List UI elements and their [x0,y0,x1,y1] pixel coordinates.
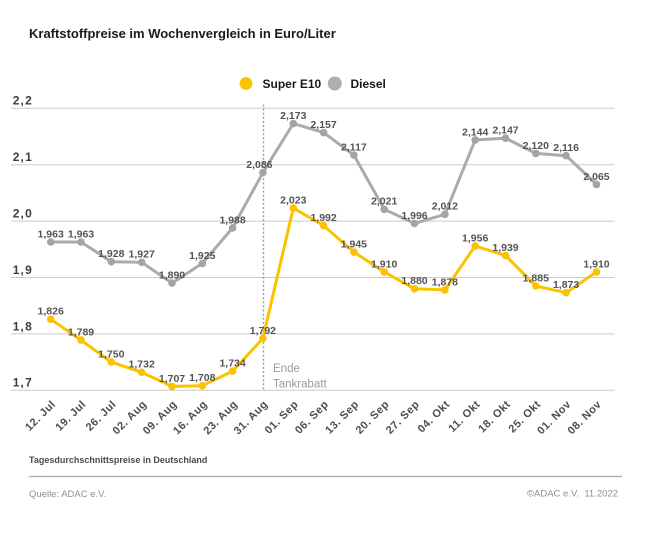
svg-text:1,963: 1,963 [68,228,94,240]
svg-text:2,086: 2,086 [246,159,272,171]
svg-text:1,890: 1,890 [159,270,185,282]
svg-text:2,116: 2,116 [553,142,579,154]
svg-text:2,023: 2,023 [280,195,306,207]
svg-text:1,8: 1,8 [13,319,33,333]
svg-text:1,873: 1,873 [553,279,579,291]
svg-text:Kraftstoffpreise im Wochenverg: Kraftstoffpreise im Wochenvergleich in E… [29,26,336,41]
svg-text:2,065: 2,065 [583,171,609,183]
svg-text:1,988: 1,988 [219,214,245,226]
svg-text:1,7: 1,7 [13,376,33,390]
svg-text:2,173: 2,173 [280,110,306,122]
svg-text:Tankrabatt: Tankrabatt [273,379,328,391]
svg-text:2,144: 2,144 [462,126,488,138]
svg-text:2,157: 2,157 [310,119,336,131]
svg-text:1,992: 1,992 [310,212,336,224]
svg-text:1,734: 1,734 [219,358,245,370]
svg-text:1,826: 1,826 [38,306,64,318]
svg-text:Diesel: Diesel [351,77,386,91]
svg-text:1,750: 1,750 [98,349,124,361]
svg-text:2,147: 2,147 [492,125,518,137]
svg-text:2,012: 2,012 [432,201,458,213]
svg-text:1,789: 1,789 [68,327,94,339]
svg-text:1,927: 1,927 [129,249,155,261]
svg-text:1,996: 1,996 [401,210,427,222]
svg-text:2,2: 2,2 [13,94,33,108]
svg-text:1,925: 1,925 [189,250,215,262]
svg-text:2,1: 2,1 [13,150,33,164]
svg-text:1,792: 1,792 [250,325,276,337]
svg-text:1,956: 1,956 [462,232,488,244]
svg-text:1,945: 1,945 [341,239,367,251]
svg-text:1,708: 1,708 [189,372,215,384]
svg-text:1,880: 1,880 [401,275,427,287]
svg-text:1,910: 1,910 [371,258,397,270]
svg-text:1,928: 1,928 [98,248,124,260]
svg-text:Tagesdurchschnittspreise in De: Tagesdurchschnittspreise in Deutschland [29,455,207,465]
svg-text:1,707: 1,707 [159,373,185,385]
svg-text:©ADAC e.V. 11.2022: ©ADAC e.V. 11.2022 [527,489,618,500]
svg-text:1,885: 1,885 [523,272,549,284]
svg-text:Quelle: ADAC e.V.: Quelle: ADAC e.V. [29,489,106,500]
svg-text:Super E10: Super E10 [263,77,322,91]
svg-text:2,021: 2,021 [371,196,397,208]
svg-text:1,963: 1,963 [38,228,64,240]
svg-text:1,9: 1,9 [13,263,33,277]
svg-text:Ende: Ende [273,363,300,375]
svg-text:1,878: 1,878 [432,276,458,288]
svg-text:1,732: 1,732 [129,359,155,371]
svg-text:2,117: 2,117 [341,142,367,154]
svg-text:1,910: 1,910 [583,258,609,270]
svg-text:2,120: 2,120 [523,140,549,152]
svg-text:1,939: 1,939 [492,242,518,254]
svg-text:2,0: 2,0 [13,207,33,221]
